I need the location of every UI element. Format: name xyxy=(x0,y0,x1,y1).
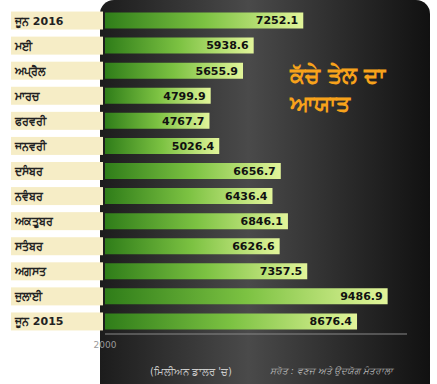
svg-text:ਜਨਵਰੀ: ਜਨਵਰੀ xyxy=(14,139,47,153)
svg-text:6846.1: 6846.1 xyxy=(240,215,282,228)
svg-text:ਜੂਨ 2016: ਜੂਨ 2016 xyxy=(14,15,64,29)
svg-text:4767.7: 4767.7 xyxy=(162,115,204,128)
svg-text:ਅਗਸਤ: ਅਗਸਤ xyxy=(14,265,47,278)
svg-text:ਅਕਤੂਬਰ: ਅਕਤੂਬਰ xyxy=(14,215,54,229)
svg-text:6626.6: 6626.6 xyxy=(232,240,275,253)
svg-text:6656.7: 6656.7 xyxy=(233,165,275,178)
html-text:ਕੱਚੇ ਤੇਲ ਦਾ ਆਯਾਤ: ਕੱਚੇ ਤੇਲ ਦਾ ਆਯਾਤ xyxy=(290,63,386,116)
svg-text:5026.4: 5026.4 xyxy=(172,140,215,153)
svg-text:2000: 2000 xyxy=(94,340,117,350)
svg-text:6436.4: 6436.4 xyxy=(225,190,268,203)
svg-text:ਸਤੰਬਰ: ਸਤੰਬਰ xyxy=(14,239,44,253)
svg-text:ਮਈ: ਮਈ xyxy=(14,39,33,53)
svg-text:4799.9: 4799.9 xyxy=(163,90,205,103)
svg-text:7252.1: 7252.1 xyxy=(256,14,298,27)
svg-text:5938.6: 5938.6 xyxy=(206,39,249,52)
svg-text:ਜੁਲਾਈ: ਜੁਲਾਈ xyxy=(14,289,43,303)
svg-text:9486.9: 9486.9 xyxy=(340,290,382,303)
svg-text:7357.5: 7357.5 xyxy=(260,265,302,278)
svg-text:ਮਾਰਚ: ਮਾਰਚ xyxy=(14,90,40,103)
html-text:(ਮਿਲੀਅਨ ਡਾਲਰ 'ਚ): (ਮਿਲੀਅਨ ਡਾਲਰ 'ਚ) xyxy=(150,366,232,377)
svg-text:ਅਪ੍ਰੈਲ: ਅਪ੍ਰੈਲ xyxy=(14,64,46,79)
svg-text:ਦਸੰਬਰ: ਦਸੰਬਰ xyxy=(14,164,44,178)
svg-text:5655.9: 5655.9 xyxy=(196,65,238,78)
svg-text:ਜੂਨ 2015: ਜੂਨ 2015 xyxy=(14,315,63,329)
svg-text:8676.4: 8676.4 xyxy=(310,315,353,328)
svg-text:ਫਰਵਰੀ: ਫਰਵਰੀ xyxy=(14,114,47,128)
svg-text:ਨਵੰਬਰ: ਨਵੰਬਰ xyxy=(14,189,44,203)
html-text:ਸਰੋਤ : ਵਣਜ ਅਤੇ ਉਦਯੋਗ ਮੰਤਰਾਲਾ: ਸਰੋਤ : ਵਣਜ ਅਤੇ ਉਦਯੋਗ ਮੰਤਰਾਲਾ xyxy=(270,366,394,376)
